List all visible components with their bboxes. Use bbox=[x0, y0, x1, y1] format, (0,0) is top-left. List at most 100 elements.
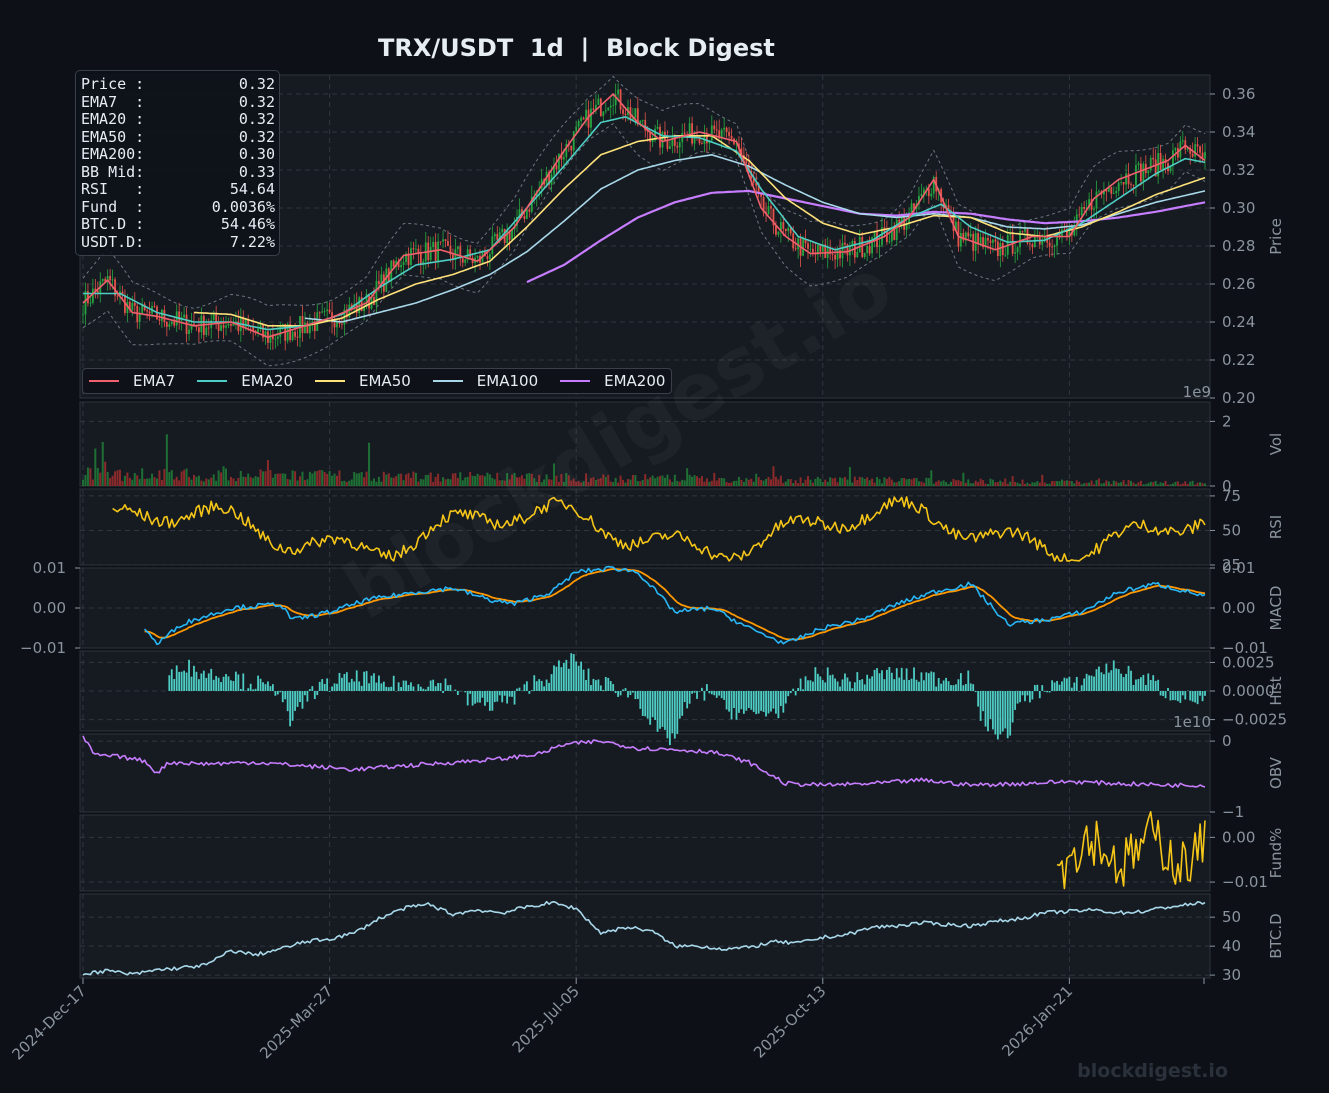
volume-bar bbox=[1189, 481, 1192, 486]
info-value: 54.46% bbox=[220, 215, 275, 233]
hist-bar bbox=[760, 691, 763, 711]
hist-bar bbox=[318, 681, 321, 691]
volume-bar bbox=[740, 479, 743, 486]
volume-bar bbox=[646, 479, 649, 486]
candle-body bbox=[195, 325, 198, 328]
volume-bar bbox=[587, 482, 590, 486]
volume-bar bbox=[567, 475, 570, 486]
y-axis-label-funding: Fund% bbox=[1267, 828, 1285, 879]
volume-bar bbox=[175, 476, 178, 486]
hist-bar bbox=[1169, 691, 1172, 701]
hist-bar bbox=[570, 653, 573, 691]
volume-bar bbox=[1115, 481, 1118, 486]
hist-bar bbox=[326, 678, 329, 691]
hist-bar bbox=[498, 691, 501, 696]
hist-bar bbox=[656, 691, 659, 732]
hist-bar bbox=[200, 673, 203, 691]
volume-bar bbox=[774, 476, 777, 486]
volume-bar bbox=[1043, 482, 1046, 486]
candle-body bbox=[959, 233, 962, 247]
hist-bar bbox=[202, 670, 205, 691]
volume-bar bbox=[691, 476, 694, 486]
hist-bar bbox=[779, 691, 782, 707]
candle-body bbox=[617, 89, 620, 95]
candle-body bbox=[964, 232, 967, 241]
candle-body bbox=[530, 196, 533, 212]
volume-bar bbox=[1159, 482, 1162, 486]
volume-bar bbox=[636, 481, 639, 486]
candle-body bbox=[888, 241, 891, 243]
volume-bar bbox=[409, 477, 412, 486]
hist-bar bbox=[999, 691, 1002, 735]
volume-bar bbox=[1068, 480, 1071, 486]
candle-body bbox=[291, 331, 294, 340]
hist-bar bbox=[1031, 691, 1034, 700]
volume-bar bbox=[1134, 484, 1137, 486]
volume-bar bbox=[656, 476, 659, 486]
candle-body bbox=[1130, 184, 1132, 186]
hist-bar bbox=[890, 672, 893, 691]
hist-bar bbox=[617, 691, 620, 697]
hist-bar bbox=[972, 684, 975, 691]
info-label: USDT.D: bbox=[81, 232, 145, 251]
hist-bar bbox=[597, 679, 600, 691]
hist-bar bbox=[511, 691, 513, 697]
candle-body bbox=[957, 221, 960, 247]
hist-bar bbox=[977, 691, 980, 707]
hist-bar bbox=[858, 680, 861, 691]
info-value: 0.32 bbox=[238, 92, 275, 111]
candle-body bbox=[336, 320, 338, 328]
volume-bar bbox=[331, 475, 334, 486]
hist-bar bbox=[1021, 691, 1024, 696]
y-tick-label: 30 bbox=[1222, 966, 1241, 984]
volume-bar bbox=[649, 477, 652, 486]
hist-bar bbox=[955, 684, 957, 691]
hist-bar bbox=[540, 680, 543, 691]
volume-bar bbox=[1075, 480, 1078, 486]
volume-bar bbox=[274, 474, 277, 486]
volume-bar bbox=[200, 480, 203, 486]
volume-bar bbox=[326, 473, 329, 486]
candle-body bbox=[333, 322, 336, 328]
hist-bar bbox=[328, 691, 331, 692]
volume-bar bbox=[932, 483, 935, 486]
hist-bar bbox=[900, 667, 903, 691]
y-tick-label: 0.00 bbox=[1222, 599, 1255, 617]
candle-body bbox=[82, 314, 84, 316]
hist-bar bbox=[380, 683, 383, 691]
candle-body bbox=[577, 121, 580, 127]
volume-bar bbox=[848, 467, 851, 486]
hist-bar bbox=[178, 671, 181, 691]
hist-bar bbox=[1107, 672, 1110, 691]
hist-bar bbox=[1073, 682, 1076, 691]
volume-bar bbox=[1031, 482, 1034, 486]
volume-bar bbox=[165, 434, 168, 486]
candle-body bbox=[1066, 231, 1068, 237]
candle-body bbox=[244, 319, 247, 329]
hist-bar bbox=[518, 687, 521, 691]
info-row-rsi: RSI : 54.64 bbox=[81, 180, 275, 199]
volume-bar bbox=[335, 475, 338, 486]
y-axis-label-btcd: BTC.D bbox=[1267, 913, 1285, 958]
volume-bar bbox=[769, 479, 772, 486]
candle-body bbox=[752, 178, 755, 183]
candle-body bbox=[666, 140, 669, 149]
candle-body bbox=[683, 133, 686, 135]
candle-body bbox=[671, 136, 674, 147]
candle-body bbox=[392, 260, 395, 267]
y-tick-label: 0.0025 bbox=[1222, 653, 1275, 671]
volume-bar bbox=[885, 478, 888, 486]
hist-bar bbox=[274, 691, 277, 696]
hist-bar bbox=[752, 691, 755, 712]
volume-bar bbox=[237, 477, 240, 486]
volume-bar bbox=[836, 482, 839, 486]
hist-bar bbox=[836, 681, 839, 691]
volume-bar bbox=[345, 481, 348, 486]
candle-body bbox=[1152, 157, 1155, 160]
volume-bar bbox=[1149, 481, 1152, 486]
volume-bar bbox=[328, 471, 331, 486]
candle-body bbox=[318, 312, 321, 314]
y-tick-label: 40 bbox=[1222, 937, 1241, 955]
hist-bar bbox=[407, 684, 410, 691]
volume-bar bbox=[705, 478, 708, 486]
